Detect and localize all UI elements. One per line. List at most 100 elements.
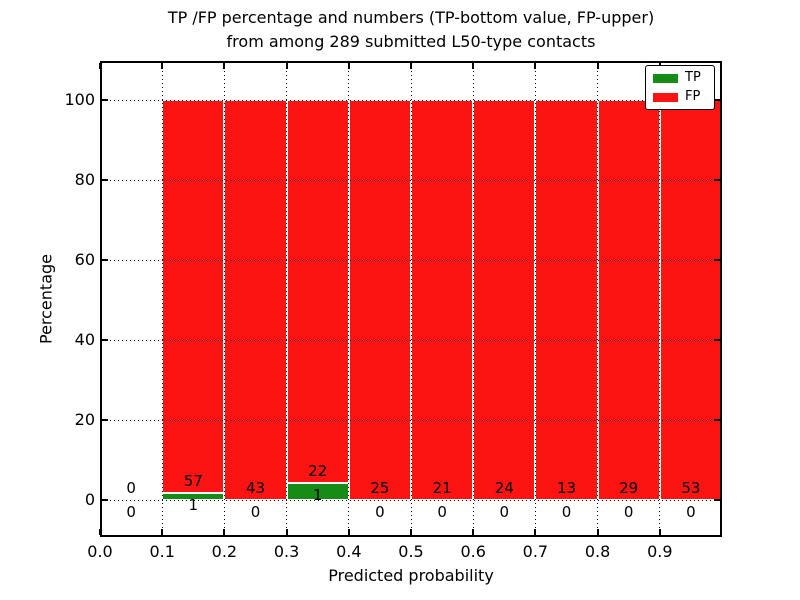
chart-title-line2: from among 289 submitted L50-type contac… (226, 32, 596, 51)
fp-count-label: 0 (126, 479, 136, 497)
tp-count-label: 1 (312, 485, 323, 504)
x-axis-label: Predicted probability (328, 566, 494, 585)
bar-segment-fp (411, 100, 474, 500)
legend-item-tp: TP (653, 71, 707, 85)
bar-segment-fp (473, 100, 536, 500)
x-tick-label: 0.3 (273, 542, 300, 561)
x-tick-mark (596, 529, 599, 535)
y-tick-label: 40 (74, 330, 95, 349)
tp-count-label: 1 (188, 496, 199, 515)
bar-segment-fp (162, 100, 225, 494)
chart-title-line1: TP /FP percentage and numbers (TP-bottom… (167, 8, 655, 27)
bar-segment-fp (224, 100, 287, 500)
y-tick-mark-right (714, 419, 720, 421)
tp-count-label: 0 (250, 503, 261, 521)
gridline-horizontal (102, 180, 720, 181)
gridline-vertical (472, 63, 474, 535)
x-tick-label: 0.5 (398, 542, 424, 561)
gridline-horizontal (102, 420, 720, 421)
fp-count-label: 13 (556, 479, 577, 497)
gridline-vertical (348, 63, 350, 535)
tp-count-label: 0 (375, 503, 385, 521)
y-tick-label: 100 (64, 90, 95, 109)
tp-count-label: 0 (561, 503, 572, 521)
y-tick-label: 80 (74, 170, 95, 189)
x-tick-mark-top (534, 63, 537, 69)
chart-title: TP /FP percentage and numbers (TP-bottom… (100, 6, 722, 54)
fp-count-label: 53 (681, 479, 701, 497)
gridline-vertical (161, 63, 163, 535)
gridline-vertical (223, 63, 225, 535)
x-tick-mark (410, 529, 412, 535)
tp-count-label: 0 (126, 503, 136, 521)
fp-count-label: 21 (432, 479, 452, 497)
fp-count-label: 29 (619, 479, 639, 497)
x-tick-mark-top (99, 63, 101, 69)
x-tick-mark-top (285, 63, 288, 69)
bar-segment-tp (286, 482, 349, 500)
x-tick-mark (161, 529, 164, 535)
tp-count-label: 0 (623, 503, 634, 521)
bar-segment-fp (597, 100, 660, 500)
legend-label-tp: TP (685, 70, 701, 85)
tp-count-label: 0 (437, 503, 447, 521)
legend: TP FP (645, 65, 715, 110)
fp-count-label: 24 (494, 479, 514, 497)
fp-count-label: 25 (370, 479, 390, 497)
gridline-vertical (534, 63, 536, 535)
y-tick-label: 60 (74, 250, 95, 269)
fp-color-swatch (653, 92, 678, 102)
gridline-vertical (410, 63, 412, 535)
x-tick-mark (534, 529, 537, 535)
x-tick-mark (223, 529, 226, 535)
x-tick-label: 0.0 (87, 542, 113, 561)
y-tick-mark-right (714, 499, 720, 501)
x-tick-label: 0.2 (211, 542, 238, 561)
y-tick-mark-right (714, 99, 720, 101)
bar-segment-fp (659, 100, 722, 500)
gridline-vertical (659, 63, 661, 535)
bar-segment-tp (162, 493, 225, 500)
x-tick-label: 0.9 (647, 542, 673, 561)
tp-count-label: 0 (499, 503, 510, 521)
y-tick-mark (102, 419, 108, 421)
gridline-horizontal (102, 260, 720, 261)
x-tick-mark-top (472, 63, 475, 69)
tp-color-swatch (653, 73, 678, 83)
y-tick-mark (102, 99, 108, 101)
y-tick-label: 20 (74, 410, 95, 429)
legend-item-fp: FP (653, 90, 707, 104)
fp-count-label: 22 (308, 461, 328, 480)
y-tick-mark (102, 259, 108, 261)
gridline-vertical (597, 63, 599, 535)
gridline-horizontal (102, 500, 720, 501)
tp-count-label: 0 (686, 503, 696, 521)
legend-label-fp: FP (685, 89, 701, 104)
x-tick-mark-top (596, 63, 599, 69)
y-tick-label: 0 (84, 490, 95, 509)
x-tick-mark-top (347, 63, 350, 69)
x-tick-mark (347, 529, 350, 535)
gridline-horizontal (102, 100, 720, 101)
y-tick-mark (102, 499, 108, 501)
y-tick-mark-right (714, 339, 720, 341)
x-tick-label: 0.1 (149, 542, 175, 561)
gridline-horizontal (102, 340, 720, 341)
x-tick-label: 0.7 (522, 542, 549, 561)
x-tick-mark (285, 529, 288, 535)
x-tick-label: 0.8 (584, 542, 611, 561)
x-tick-label: 0.4 (336, 542, 362, 561)
y-tick-mark-right (714, 179, 720, 181)
bar-segment-fp (286, 100, 349, 483)
y-tick-mark (102, 179, 108, 181)
fp-count-label: 57 (183, 472, 203, 491)
bar-segment-fp (348, 100, 411, 500)
x-tick-mark-top (161, 63, 164, 69)
x-tick-mark-top (223, 63, 226, 69)
gridline-vertical (286, 63, 288, 535)
x-tick-mark (99, 529, 101, 535)
fp-count-label: 43 (245, 479, 266, 497)
y-tick-mark (102, 339, 108, 341)
bar-segment-fp (535, 100, 598, 500)
